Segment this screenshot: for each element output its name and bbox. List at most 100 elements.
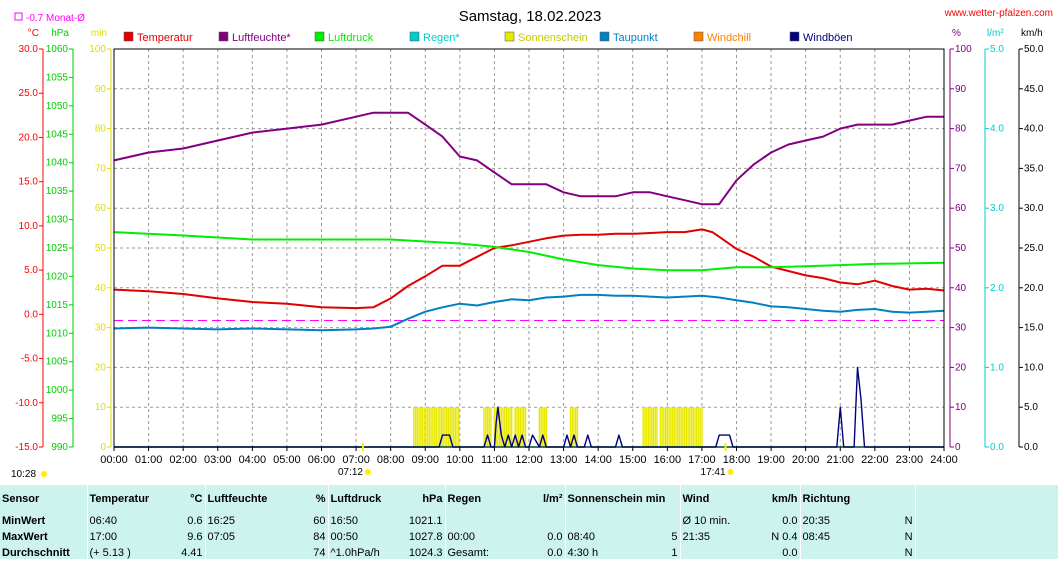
row-label: Durchschnitt bbox=[2, 547, 70, 559]
x-tick-label: 03:00 bbox=[204, 454, 232, 466]
legend-label: Luftdruck bbox=[328, 32, 374, 44]
direction-value: N bbox=[904, 531, 913, 543]
legend-swatch bbox=[123, 31, 134, 42]
stats-row: Durchschnitt (+ 5.13 ) 4.41 74 ^1.0hPa/h… bbox=[0, 545, 1058, 561]
stats-header-row: Sensor Temperatur °C Luftfeuchte % Luftd… bbox=[0, 485, 1058, 513]
series-line-luftdruck bbox=[113, 231, 945, 272]
minutes-axis-label: 30 bbox=[95, 323, 107, 334]
wind-axis-label: 45.0 bbox=[1024, 84, 1044, 95]
wind-value: N 0.4 bbox=[771, 531, 798, 543]
pressure-axis-label: 1010 bbox=[46, 328, 69, 339]
temperature-axis-label: 10.0 bbox=[19, 221, 39, 232]
pressure-axis-label: 990 bbox=[51, 442, 68, 453]
weather-chart: -15.0 -10.0 -5.0 0.0 5.0 10.0 15.0 20.0 25.0 30.0… bbox=[11, 8, 1053, 480]
sun-value: 1 bbox=[671, 547, 678, 559]
temperature-axis-label: 25.0 bbox=[19, 88, 39, 99]
pressure-axis-label: 1015 bbox=[46, 300, 69, 311]
x-tick-label: 19:00 bbox=[757, 454, 785, 466]
legend-swatch bbox=[599, 31, 610, 42]
legend-swatch bbox=[789, 31, 800, 42]
legend-swatch bbox=[693, 31, 704, 42]
humidity-value: 60 bbox=[313, 515, 326, 527]
temperature-axis-label: 0.0 bbox=[24, 309, 38, 320]
x-tick-label: 02:00 bbox=[169, 454, 197, 466]
rain-axis-unit: l/m² bbox=[987, 28, 1004, 39]
pressure-time: 16:50 bbox=[327, 513, 388, 529]
humidity-time: 07:05 bbox=[204, 529, 285, 545]
humidity-axis-label: 30 bbox=[955, 323, 967, 334]
humidity-axis-unit: % bbox=[952, 28, 961, 39]
humidity-axis-label: 90 bbox=[955, 84, 967, 95]
series-line-temperatur bbox=[113, 228, 945, 310]
avg-icon bbox=[14, 12, 23, 21]
wind-time bbox=[679, 545, 761, 561]
pressure-value: 1027.8 bbox=[408, 531, 443, 543]
sunset-sun-icon bbox=[727, 469, 734, 475]
legend-label: Temperatur bbox=[137, 32, 193, 44]
hdr-humidity-unit: % bbox=[315, 493, 326, 505]
x-tick-label: 17:00 bbox=[688, 454, 716, 466]
x-tick-label: 11:00 bbox=[481, 454, 508, 466]
wind-time: Ø 10 min. bbox=[679, 513, 761, 529]
temperature-axis-label: -5.0 bbox=[21, 354, 39, 365]
humidity-axis-label: 10 bbox=[955, 402, 967, 413]
credit-link[interactable]: www.wetter-pfalzen.com bbox=[944, 8, 1053, 19]
temp-time: (+ 5.13 ) bbox=[86, 545, 167, 561]
x-tick-label: 10:00 bbox=[446, 454, 474, 466]
wind-axis-label: 15.0 bbox=[1024, 323, 1044, 334]
x-tick-label: 24:00 bbox=[930, 454, 958, 466]
pressure-axis-label: 1005 bbox=[46, 357, 69, 368]
sunrise-sun-icon bbox=[365, 469, 371, 475]
x-tick-label: 05:00 bbox=[273, 454, 301, 466]
minutes-axis-label: 40 bbox=[95, 283, 107, 294]
humidity-axis-label: 70 bbox=[955, 163, 967, 174]
wind-axis-label: 40.0 bbox=[1024, 124, 1044, 135]
sun-value: 5 bbox=[671, 531, 678, 543]
minutes-axis-label: 100 bbox=[89, 44, 106, 55]
humidity-axis-label: 100 bbox=[955, 44, 972, 55]
stats-row: MinWert 06:40 0.6 16:25 60 16:50 1021.1 … bbox=[0, 513, 1058, 529]
hdr-rain-unit: l/m² bbox=[542, 493, 563, 505]
x-tick-label: 06:00 bbox=[308, 454, 336, 466]
wind-axis-unit: km/h bbox=[1021, 28, 1043, 39]
row-label: MaxWert bbox=[2, 531, 48, 543]
series-line-luftfeuchte bbox=[113, 111, 944, 206]
temp-time: 17:00 bbox=[86, 529, 167, 545]
x-tick-label: 22:00 bbox=[861, 454, 889, 466]
direction-time: 08:45 bbox=[799, 529, 876, 545]
sun-time: 08:40 bbox=[564, 529, 645, 545]
legend-label: Windchill bbox=[707, 32, 751, 44]
humidity-axis-label: 50 bbox=[955, 243, 967, 254]
humidity-time bbox=[204, 545, 285, 561]
rain-value: 0.0 bbox=[547, 531, 563, 543]
wind-value: 0.0 bbox=[782, 547, 798, 559]
legend-label: Regen* bbox=[423, 32, 460, 44]
humidity-axis-label: 0 bbox=[955, 442, 961, 453]
hdr-pressure-unit: hPa bbox=[422, 493, 443, 505]
sun-time bbox=[564, 513, 645, 529]
chart-title: Samstag, 18.02.2023 bbox=[459, 8, 602, 25]
temperature-axis-label: -10.0 bbox=[15, 398, 38, 409]
pressure-axis-label: 1035 bbox=[46, 186, 69, 197]
legend-swatch bbox=[218, 31, 229, 42]
pressure-axis-label: 1000 bbox=[46, 385, 69, 396]
hdr-rain: Regen bbox=[444, 485, 505, 513]
rain-time: Gesamt: bbox=[444, 545, 505, 561]
hdr-sunshine: Sonnenschein min bbox=[564, 485, 681, 513]
humidity-axis-label: 40 bbox=[955, 283, 967, 294]
legend-swatch bbox=[409, 31, 420, 42]
legend-label: Windböen bbox=[803, 32, 853, 44]
temperature-axis-label: 20.0 bbox=[19, 132, 39, 143]
series-line-taupunkt bbox=[113, 293, 945, 332]
wind-value: 0.0 bbox=[782, 515, 798, 527]
hdr-humidity: Luftfeuchte bbox=[204, 485, 285, 513]
wind-axis-label: 50.0 bbox=[1024, 44, 1044, 55]
minutes-axis-label: 0 bbox=[100, 442, 106, 453]
wind-axis-label: 35.0 bbox=[1024, 163, 1044, 174]
corner-time: 10:28 bbox=[11, 469, 36, 480]
wind-axis-label: 25.0 bbox=[1024, 243, 1044, 254]
statistics-table: Sensor Temperatur °C Luftfeuchte % Luftd… bbox=[0, 485, 1058, 561]
direction-time: 20:35 bbox=[799, 513, 876, 529]
temperature-axis-label: 15.0 bbox=[19, 177, 39, 188]
hdr-sensor: Sensor bbox=[2, 493, 40, 505]
